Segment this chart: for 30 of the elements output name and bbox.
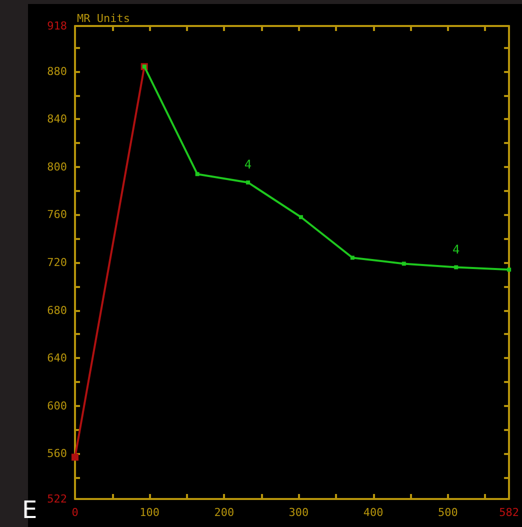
x-tick-label: 400 [363,506,384,519]
text: E [22,496,38,524]
x-tick-label: 100 [140,506,160,519]
y-tick-label: 800 [47,160,67,174]
y-tick-label: 560 [47,447,67,460]
annotation: 4 [452,242,460,256]
point [402,262,406,266]
annotation: 4 [244,157,252,172]
point [246,180,250,184]
y-tick-label: 680 [47,304,67,317]
y-axis-title: MR Units [77,12,130,25]
x-tick-label: 582 [499,506,520,519]
x-tick-label: 0 [72,506,78,519]
point [72,454,78,461]
y-tick-label: 880 [47,64,67,78]
point [350,256,354,260]
y-tick-label: 640 [47,352,67,365]
point [507,268,512,272]
point [454,265,458,270]
y-tick-label: 760 [47,208,67,222]
point [298,215,303,220]
x-tick-label: 300 [288,506,309,519]
y-tick-label: 840 [47,112,67,126]
x-tick-label: 500 [438,506,458,519]
y-tick-label: 720 [47,256,67,269]
y-tick-label: 522 [47,492,67,506]
point [195,172,200,176]
y-tick-label: 600 [47,399,67,412]
x-tick-label: 200 [214,506,234,519]
y-tick-label: 918 [47,20,67,32]
